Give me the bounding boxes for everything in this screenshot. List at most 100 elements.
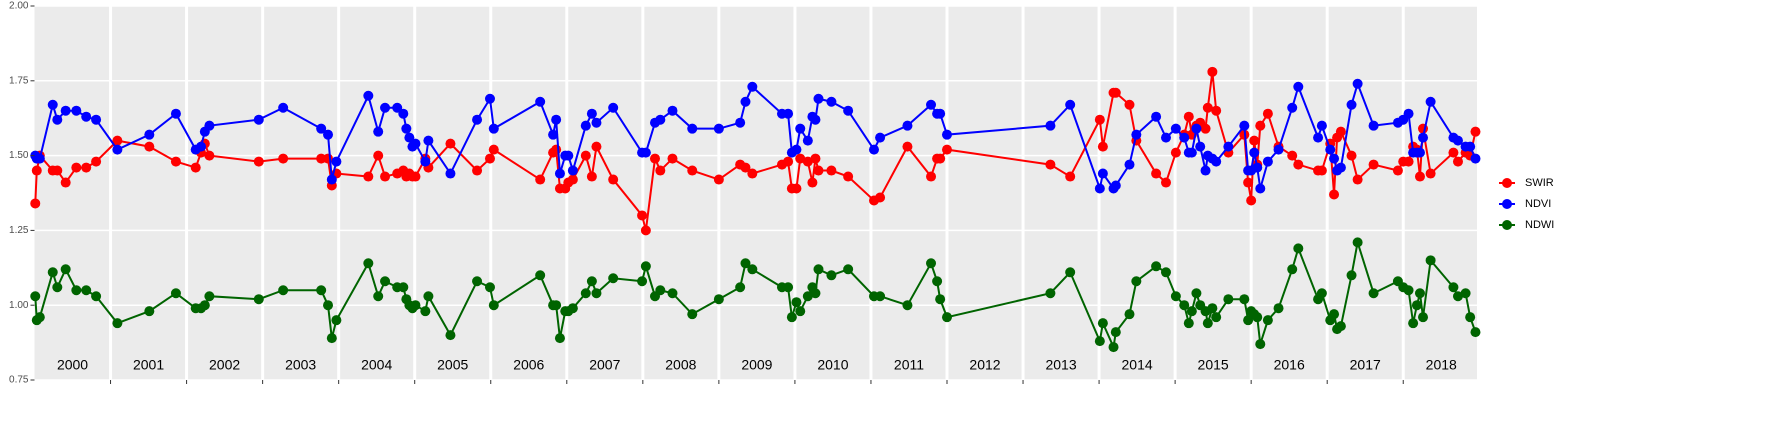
point (551, 114, 562, 125)
point (1452, 135, 1463, 146)
point (941, 312, 952, 323)
point (1246, 195, 1257, 206)
point (655, 285, 666, 296)
point (1200, 123, 1211, 134)
point (1094, 114, 1105, 125)
point (472, 114, 483, 125)
point (667, 288, 678, 299)
point (567, 303, 578, 314)
point (1207, 303, 1218, 314)
point (1108, 342, 1119, 353)
point (204, 150, 215, 161)
point (591, 288, 602, 299)
point (410, 171, 421, 182)
point (551, 144, 562, 155)
year-label: 2008 (665, 357, 696, 373)
point (608, 174, 619, 185)
point (253, 156, 264, 167)
point (1460, 288, 1471, 299)
point (813, 93, 824, 104)
point (1179, 300, 1190, 311)
point (740, 162, 751, 173)
point (1470, 153, 1481, 164)
point (1262, 108, 1273, 119)
point (1249, 135, 1260, 146)
point (401, 123, 412, 134)
point (926, 99, 937, 110)
point (1411, 300, 1422, 311)
point (1065, 99, 1076, 110)
point (1352, 237, 1363, 248)
point (1414, 171, 1425, 182)
point (935, 108, 946, 119)
y-tick-label: 1.00 (9, 300, 29, 311)
point (71, 105, 82, 116)
plot-background (34, 6, 1477, 380)
point (802, 135, 813, 146)
point (1470, 327, 1481, 338)
point (363, 258, 374, 269)
point (813, 165, 824, 176)
point (1368, 120, 1379, 131)
point (1352, 174, 1363, 185)
point (204, 291, 215, 302)
point (1239, 294, 1250, 305)
point (1191, 288, 1202, 299)
point (316, 153, 327, 164)
point (1262, 156, 1273, 167)
point (1465, 141, 1476, 152)
point (278, 153, 289, 164)
point (326, 174, 337, 185)
point (591, 117, 602, 128)
point (1316, 288, 1327, 299)
point (554, 333, 565, 344)
point (941, 129, 952, 140)
point (807, 177, 818, 188)
point (1425, 255, 1436, 266)
legend-label: NDWI (1525, 219, 1554, 231)
point (586, 276, 597, 287)
point (1287, 102, 1298, 113)
point (1414, 147, 1425, 158)
legend-swatch (1502, 178, 1512, 188)
legend-label: NDVI (1525, 198, 1551, 210)
point (326, 333, 337, 344)
point (640, 261, 651, 272)
point (445, 330, 456, 341)
point (420, 306, 431, 317)
point (1316, 120, 1327, 131)
point (1346, 99, 1357, 110)
point (687, 165, 698, 176)
point (60, 264, 71, 275)
point (1045, 159, 1056, 170)
point (1335, 162, 1346, 173)
point (1403, 156, 1414, 167)
point (902, 120, 913, 131)
point (380, 276, 391, 287)
point (380, 102, 391, 113)
point (868, 144, 879, 155)
point (1124, 309, 1135, 320)
point (484, 93, 495, 104)
point (1191, 123, 1202, 134)
point (1249, 147, 1260, 158)
point (1151, 111, 1162, 122)
point (1255, 183, 1266, 194)
point (1452, 291, 1463, 302)
point (1124, 99, 1135, 110)
point (1131, 276, 1142, 287)
point (1293, 243, 1304, 254)
point (91, 114, 102, 125)
point (1151, 168, 1162, 179)
point (795, 123, 806, 134)
point (484, 282, 495, 293)
point (278, 102, 289, 113)
year-label: 2016 (1274, 357, 1305, 373)
point (410, 138, 421, 149)
year-label: 2009 (741, 357, 772, 373)
point (735, 282, 746, 293)
point (398, 282, 409, 293)
point (1223, 294, 1234, 305)
year-label: 2012 (969, 357, 1000, 373)
